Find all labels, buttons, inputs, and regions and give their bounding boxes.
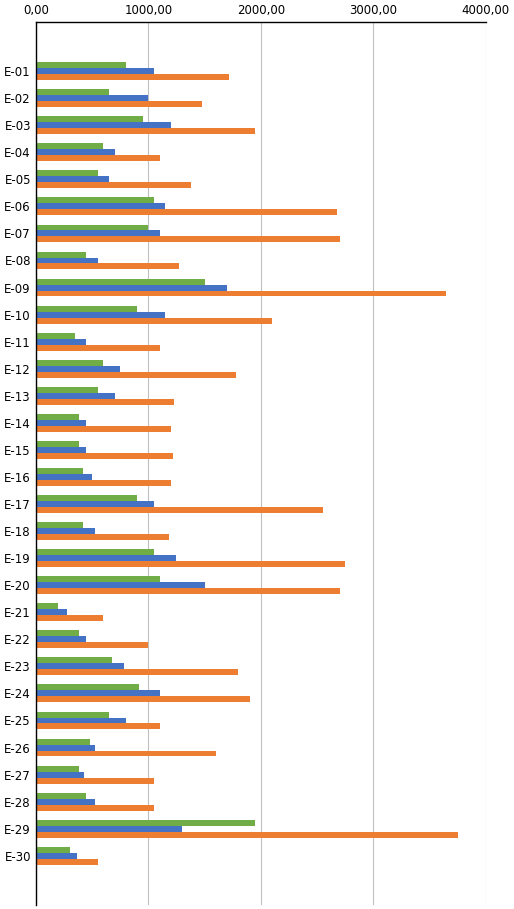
Bar bbox=[36, 777, 154, 784]
Bar bbox=[36, 291, 446, 296]
Bar bbox=[36, 74, 229, 80]
Bar bbox=[36, 312, 165, 317]
Bar bbox=[36, 122, 171, 128]
Bar bbox=[36, 847, 69, 853]
Bar bbox=[36, 772, 84, 777]
Bar bbox=[36, 588, 340, 594]
Bar bbox=[36, 609, 67, 615]
Bar bbox=[36, 279, 205, 285]
Bar bbox=[36, 804, 154, 811]
Bar bbox=[36, 257, 98, 264]
Bar bbox=[36, 170, 98, 176]
Bar bbox=[36, 717, 126, 724]
Bar bbox=[36, 447, 86, 453]
Bar bbox=[36, 425, 171, 432]
Bar bbox=[36, 305, 137, 312]
Bar bbox=[36, 345, 159, 351]
Bar bbox=[36, 264, 179, 269]
Bar bbox=[36, 583, 205, 588]
Bar bbox=[36, 832, 457, 838]
Bar bbox=[36, 333, 75, 339]
Bar bbox=[36, 68, 154, 74]
Bar bbox=[36, 739, 90, 744]
Bar bbox=[36, 657, 112, 664]
Bar bbox=[36, 144, 103, 149]
Bar bbox=[36, 231, 159, 236]
Bar bbox=[36, 149, 115, 155]
Bar bbox=[36, 636, 86, 643]
Bar bbox=[36, 128, 255, 135]
Bar bbox=[36, 441, 79, 447]
Bar bbox=[36, 522, 83, 528]
Bar bbox=[36, 615, 103, 621]
Bar bbox=[36, 209, 337, 215]
Bar bbox=[36, 285, 227, 291]
Bar bbox=[36, 116, 143, 122]
Bar bbox=[36, 101, 203, 107]
Bar bbox=[36, 317, 272, 324]
Bar bbox=[36, 799, 96, 804]
Bar bbox=[36, 793, 86, 799]
Bar bbox=[36, 712, 109, 717]
Bar bbox=[36, 399, 174, 405]
Bar bbox=[36, 252, 86, 257]
Bar bbox=[36, 474, 92, 480]
Bar bbox=[36, 555, 176, 561]
Bar bbox=[36, 534, 169, 540]
Bar bbox=[36, 643, 148, 648]
Bar bbox=[36, 859, 98, 864]
Bar bbox=[36, 236, 340, 243]
Bar bbox=[36, 696, 249, 703]
Bar bbox=[36, 561, 345, 567]
Bar bbox=[36, 528, 96, 534]
Bar bbox=[36, 765, 79, 772]
Bar bbox=[36, 453, 173, 459]
Bar bbox=[36, 751, 216, 756]
Bar bbox=[36, 387, 98, 393]
Bar bbox=[36, 360, 103, 365]
Bar bbox=[36, 89, 109, 95]
Bar bbox=[36, 495, 137, 501]
Bar bbox=[36, 549, 154, 555]
Bar bbox=[36, 372, 236, 377]
Bar bbox=[36, 664, 123, 669]
Bar bbox=[36, 155, 159, 161]
Bar bbox=[36, 684, 139, 691]
Bar bbox=[36, 576, 159, 583]
Bar bbox=[36, 501, 154, 507]
Bar bbox=[36, 365, 120, 372]
Bar bbox=[36, 420, 86, 425]
Bar bbox=[36, 691, 159, 696]
Bar bbox=[36, 414, 79, 420]
Bar bbox=[36, 225, 148, 231]
Bar bbox=[36, 468, 83, 474]
Bar bbox=[36, 183, 191, 188]
Bar bbox=[36, 820, 255, 825]
Bar bbox=[36, 339, 86, 345]
Bar bbox=[36, 204, 165, 209]
Bar bbox=[36, 724, 159, 729]
Bar bbox=[36, 744, 96, 751]
Bar bbox=[36, 480, 171, 486]
Bar bbox=[36, 62, 126, 68]
Bar bbox=[36, 176, 109, 183]
Bar bbox=[36, 825, 182, 832]
Bar bbox=[36, 853, 78, 859]
Bar bbox=[36, 95, 148, 101]
Bar bbox=[36, 604, 58, 609]
Bar bbox=[36, 507, 323, 513]
Bar bbox=[36, 393, 115, 399]
Bar bbox=[36, 630, 79, 636]
Bar bbox=[36, 669, 238, 675]
Bar bbox=[36, 197, 154, 204]
